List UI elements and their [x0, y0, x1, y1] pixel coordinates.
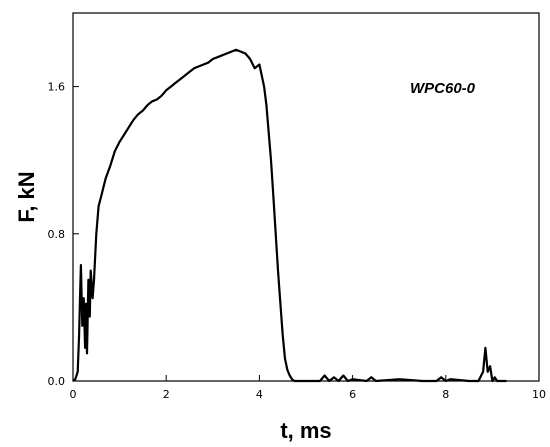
x-tick-label: 8: [442, 388, 449, 401]
y-tick-label: 0.8: [48, 228, 66, 241]
x-tick-label: 2: [163, 388, 170, 401]
y-axis-ticks: 0.0 0.8 1.6: [48, 81, 79, 388]
x-tick-label: 0: [70, 388, 77, 401]
x-axis-ticks: 0 2 4 6 8 10: [70, 375, 546, 401]
x-tick-label: 6: [349, 388, 356, 401]
x-axis-title: t, ms: [280, 418, 331, 443]
x-tick-label: 10: [532, 388, 546, 401]
y-axis-title: F, kN: [14, 171, 39, 222]
y-tick-label: 1.6: [48, 81, 66, 94]
plot-frame: [72, 12, 540, 382]
series-annotation: WPC60-0: [410, 80, 476, 97]
force-series-line: [72, 48, 507, 383]
y-tick-label: 0.0: [48, 375, 66, 388]
x-tick-label: 4: [256, 388, 263, 401]
